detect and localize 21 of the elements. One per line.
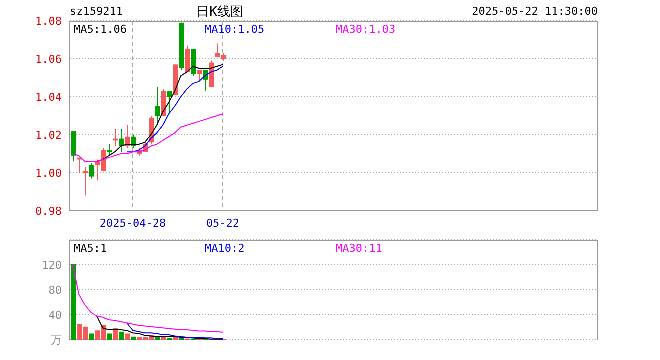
- y-tick-label: 1.02: [36, 128, 62, 142]
- y-tick-label: 1.00: [36, 166, 62, 180]
- x-tick-label: 05-22: [206, 216, 240, 230]
- chart-title: 日K线图: [196, 5, 244, 20]
- y-tick-label: 1.06: [36, 52, 62, 66]
- text: MA10:2: [205, 242, 246, 255]
- y-tick-label: 120: [42, 258, 62, 272]
- y-tick-label: 80: [48, 284, 62, 297]
- y-tick-label: 1.04: [36, 90, 62, 104]
- text: sz159211: [70, 5, 123, 18]
- text: MA5:1: [74, 242, 108, 255]
- y-tick-label: 40: [48, 308, 62, 322]
- text: 2025-05-22 11:30:00: [472, 5, 598, 18]
- text: MA10:1.05: [205, 23, 266, 36]
- y-tick-label: 万: [51, 334, 62, 347]
- x-tick-label: 2025-04-28: [100, 216, 166, 230]
- text: MA30:1.03: [336, 23, 397, 36]
- y-tick-label: 1.08: [36, 14, 62, 28]
- text: MA30:11: [336, 242, 384, 255]
- text: MA5:1.06: [74, 23, 128, 36]
- y-tick-label: 0.98: [36, 204, 62, 218]
